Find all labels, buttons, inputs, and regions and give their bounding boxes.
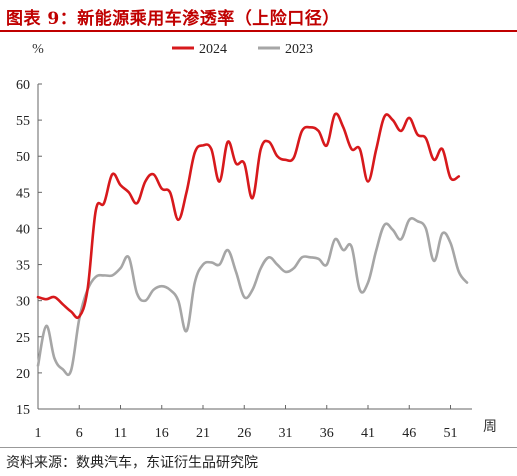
y-tick: 35 [16,259,42,274]
y-ticks: 15 20 25 30 35 40 45 50 55 60 [16,78,42,418]
y-tick-label: 45 [16,186,30,201]
y-tick-label: 50 [16,150,30,165]
source-note: 资料来源：数典汽车，东证衍生品研究院 [6,455,258,471]
x-axis-label: 周 [483,420,497,435]
x-tick-label: 41 [361,426,375,441]
y-tick-label: 60 [16,78,30,93]
x-tick-label: 46 [402,426,416,441]
y-tick-label: 55 [16,114,30,129]
x-tick: 1 [35,405,42,441]
x-tick-label: 31 [279,426,293,441]
x-tick: 6 [76,405,83,441]
x-tick-label: 36 [320,426,334,441]
footer-rule [0,447,517,448]
x-tick-label: 26 [237,426,251,441]
x-tick-label: 6 [76,426,83,441]
series-line-2024 [36,112,461,320]
legend-item: 2024 [172,42,227,57]
y-tick-label: 25 [16,331,30,346]
y-tick-label: 15 [16,403,30,418]
legend-item: 2023 [258,42,313,57]
title-rule [0,30,517,32]
x-tick-label: 1 [35,426,42,441]
y-tick: 40 [16,222,42,237]
y-tick: 60 [16,78,42,93]
x-tick-label: 11 [114,426,127,441]
x-tick: 31 [279,405,293,441]
y-tick: 25 [16,331,42,346]
x-tick-label: 51 [444,426,458,441]
series-line-2023 [36,217,469,377]
x-tick: 21 [196,405,210,441]
y-tick: 15 [16,403,42,418]
x-tick: 16 [155,405,169,441]
x-tick: 26 [237,405,251,441]
y-tick: 20 [16,367,42,382]
y-tick: 50 [16,150,42,165]
y-tick-label: 20 [16,367,30,382]
y-tick-label: 40 [16,222,30,237]
x-ticks: 1 6 11 16 21 26 31 36 41 46 51 [35,405,458,441]
legend-label: 2023 [285,42,313,57]
legend: 2024 2023 [172,42,313,57]
x-tick: 46 [402,405,416,441]
x-tick: 36 [320,405,334,441]
y-tick: 30 [16,295,42,310]
y-tick-label: 30 [16,295,30,310]
x-tick: 51 [444,405,458,441]
series-lines [36,112,469,377]
y-tick-label: 35 [16,259,30,274]
y-tick: 55 [16,114,42,129]
x-tick-label: 16 [155,426,169,441]
y-tick: 45 [16,186,42,201]
x-tick-label: 21 [196,426,210,441]
x-tick: 11 [114,405,127,441]
chart-title: 图表 9：新能源乘用车渗透率（上险口径） [6,9,340,29]
legend-label: 2024 [199,42,227,57]
x-tick: 41 [361,405,375,441]
y-axis-label: % [32,42,44,57]
